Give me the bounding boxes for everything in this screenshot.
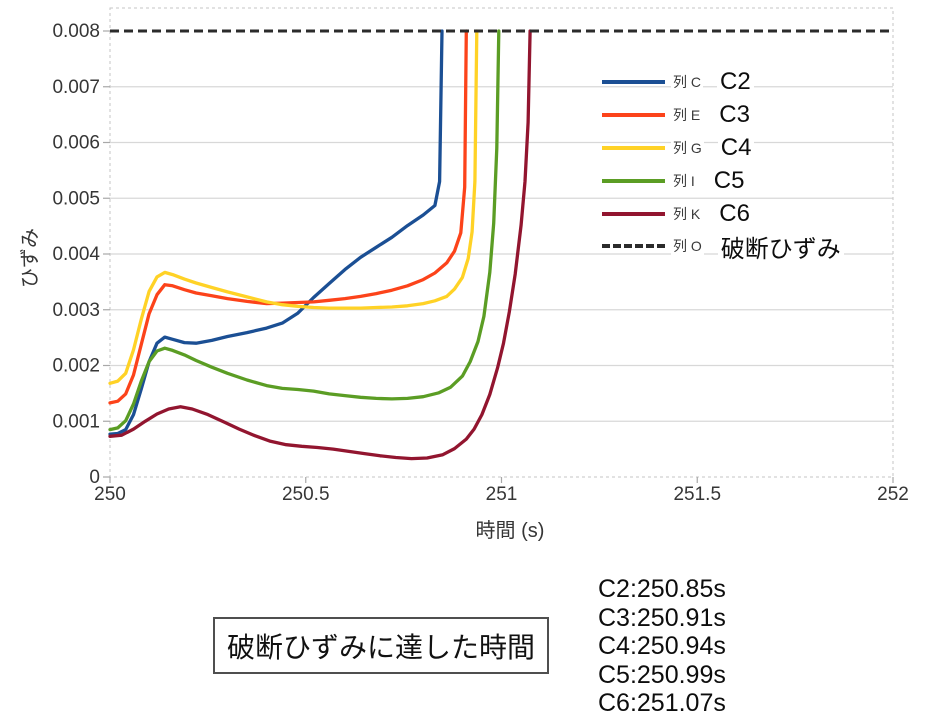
legend-swatch-C6 (602, 211, 665, 216)
y-axis-title: ひずみ (19, 228, 42, 288)
legend-swatch-C2 (602, 80, 665, 85)
legend-swatch-破断ひずみ (602, 244, 665, 249)
legend-item-C6: 列 K C6 (602, 197, 844, 230)
series-line-C5 (108, 29, 501, 432)
legend-annotation: 破断ひずみ (717, 228, 844, 264)
legend-item-破断ひずみ: 列 O 破断ひずみ (602, 228, 844, 264)
legend-label: 列 I (671, 170, 697, 191)
legend-item-C3: 列 E C3 (602, 99, 844, 132)
legend-annotation: C2 (717, 68, 754, 97)
legend-label: 列 G (671, 137, 704, 158)
fracture-time-entry: C2:250.85s (598, 575, 726, 603)
x-tick-label: 250 (94, 484, 126, 505)
fracture-times-list: C2:250.85s C3:250.91s C4:250.94s C5:250.99s… (598, 575, 726, 718)
series-line-C6 (108, 29, 532, 461)
y-tick-label: 0.001 (52, 411, 100, 432)
legend-item-C2: 列 C C2 (602, 66, 844, 99)
legend-label: 列 C (671, 72, 703, 93)
y-tick-label: 0.005 (52, 188, 100, 209)
legend-annotation: C6 (716, 199, 753, 228)
plot-border (109, 7, 894, 478)
x-tick-label: 252 (877, 484, 909, 505)
legend-item-C4: 列 G C4 (602, 132, 844, 165)
caption-box: 破断ひずみに達した時間 (213, 617, 549, 674)
strain-time-chart: 0 0.001 0.002 0.003 0.004 0.005 0.006 0.007 0.00… (52, 7, 909, 505)
legend: 列 C C2 列 E C3 列 G C4 列 I C5 列 K C6 列 O 破断ひずみ (602, 66, 844, 264)
legend-annotation: C3 (716, 101, 753, 130)
legend-swatch-C4 (602, 145, 665, 150)
y-tick-label: 0.008 (52, 21, 100, 42)
x-tick-label: 251.5 (673, 484, 721, 505)
y-tick-label: 0.002 (52, 356, 100, 377)
y-tick-label: 0.007 (52, 77, 100, 98)
caption-text: 破断ひずみに達した時間 (226, 631, 535, 663)
legend-annotation: C4 (717, 133, 755, 162)
y-tick-label: 0.006 (52, 133, 100, 154)
series-line-C4 (108, 29, 479, 385)
legend-swatch-C3 (602, 113, 665, 118)
legend-label: 列 E (671, 105, 703, 126)
y-tick-label: 0 (89, 467, 100, 488)
y-tick-label: 0.004 (52, 244, 100, 265)
legend-annotation: C5 (710, 166, 748, 195)
fracture-time-entry: C4:250.94s (598, 632, 726, 661)
fracture-time-entry: C6:251.07s (598, 689, 726, 718)
legend-label: 列 O (671, 236, 704, 257)
fracture-time-entry: C5:250.99s (598, 660, 726, 689)
chart-canvas: 0 0.001 0.002 0.003 0.004 0.005 0.006 0.007 0.00… (52, 7, 909, 505)
legend-item-C5: 列 I C5 (602, 164, 844, 197)
x-axis-title: 時間 (s) (475, 520, 545, 542)
x-tick-label: 251 (486, 484, 518, 505)
legend-label: 列 K (671, 203, 703, 224)
series-line-C2 (108, 29, 444, 436)
fracture-time-entry: C3:250.91s (598, 603, 726, 632)
y-tick-label: 0.003 (52, 300, 100, 321)
x-tick-label: 250.5 (282, 484, 330, 505)
legend-swatch-C5 (602, 178, 665, 183)
